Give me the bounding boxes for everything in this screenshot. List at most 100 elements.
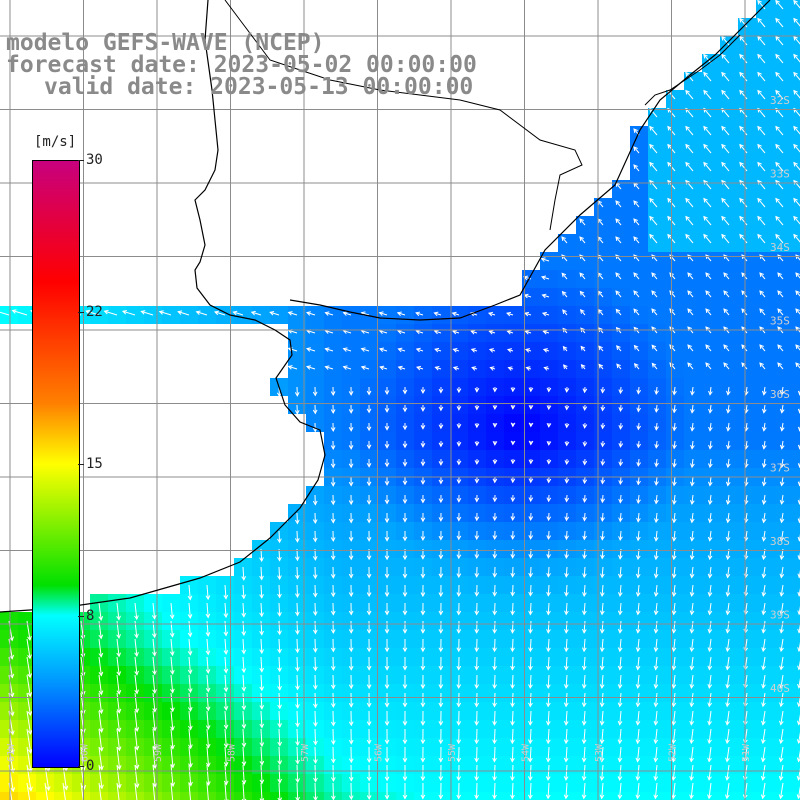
wind-arrow-head bbox=[671, 555, 677, 561]
wind-arrow-head bbox=[474, 516, 480, 522]
wind-arrow bbox=[242, 764, 245, 784]
wind-arrow-head bbox=[169, 614, 175, 620]
colorbar-tick-min: 0 bbox=[77, 758, 95, 774]
wind-arrow bbox=[306, 366, 316, 370]
wind-arrow bbox=[547, 692, 550, 707]
wind-arrow-head bbox=[721, 215, 726, 221]
wind-arrow bbox=[529, 620, 532, 633]
wind-speed-cell bbox=[108, 792, 126, 800]
wind-arrow bbox=[493, 692, 496, 707]
wind-arrow-head bbox=[121, 309, 127, 315]
wind-arrow bbox=[673, 512, 676, 523]
wind-speed-cell bbox=[72, 792, 90, 800]
wind-speed-cell bbox=[792, 126, 800, 144]
wind-arrow-head bbox=[685, 197, 690, 203]
wind-arrow-head bbox=[635, 610, 641, 616]
wind-arrow-head bbox=[366, 481, 372, 487]
wind-arrow bbox=[85, 310, 100, 316]
wind-arrow-head bbox=[741, 362, 746, 368]
wind-arrow bbox=[619, 476, 622, 484]
wind-arrow bbox=[0, 311, 10, 316]
wind-arrow-head bbox=[45, 786, 51, 792]
wind-arrow bbox=[762, 602, 766, 615]
wind-arrow-head bbox=[330, 391, 336, 397]
wind-arrow bbox=[579, 236, 586, 244]
wind-arrow-head bbox=[342, 311, 348, 316]
wind-arrow-head bbox=[474, 647, 480, 653]
wind-arrow bbox=[721, 180, 730, 190]
wind-arrow bbox=[708, 674, 712, 688]
wind-speed-cell bbox=[792, 414, 800, 432]
wind-arrow-head bbox=[653, 684, 659, 689]
wind-arrow-head bbox=[528, 702, 533, 708]
wind-arrow-head bbox=[420, 443, 426, 448]
wind-arrow-head bbox=[420, 461, 426, 467]
wind-arrow bbox=[780, 710, 784, 725]
wind-arrow bbox=[529, 602, 532, 615]
wind-arrow-head bbox=[366, 702, 372, 708]
wind-arrow bbox=[601, 620, 604, 633]
wind-arrow bbox=[703, 144, 712, 154]
wind-arrow-head bbox=[654, 408, 659, 413]
wind-arrow-head bbox=[474, 441, 480, 447]
wind-arrow-head bbox=[259, 705, 265, 710]
wind-arrow bbox=[739, 18, 748, 28]
wind-arrow-head bbox=[134, 633, 139, 639]
wind-arrow-head bbox=[775, 17, 780, 23]
wind-arrow-head bbox=[420, 629, 426, 634]
wind-arrow bbox=[637, 656, 640, 670]
wind-arrow-head bbox=[687, 362, 692, 368]
wind-arrow-head bbox=[313, 685, 318, 690]
wind-arrow-head bbox=[796, 794, 800, 800]
wind-arrow-head bbox=[312, 629, 318, 635]
wind-arrow-head bbox=[402, 592, 408, 598]
wind-arrow-head bbox=[667, 161, 672, 167]
wind-arrow bbox=[637, 620, 640, 633]
wind-arrow bbox=[579, 218, 586, 226]
wind-arrow-head bbox=[259, 557, 264, 563]
wind-arrow-head bbox=[600, 442, 606, 448]
wind-arrow-head bbox=[721, 233, 726, 239]
wind-arrow-head bbox=[725, 481, 731, 487]
wind-arrow-head bbox=[241, 742, 247, 748]
wind-arrow-head bbox=[152, 651, 157, 657]
wind-arrow bbox=[781, 386, 784, 395]
wind-arrow bbox=[672, 764, 676, 780]
wind-arrow bbox=[709, 458, 712, 468]
wind-arrow bbox=[26, 674, 31, 697]
wind-arrow-head bbox=[492, 794, 497, 800]
wind-arrow-head bbox=[27, 748, 33, 754]
wind-arrow-head bbox=[456, 739, 462, 745]
wind-arrow-head bbox=[725, 794, 730, 800]
wind-arrow bbox=[134, 764, 138, 788]
wind-arrow-head bbox=[757, 53, 762, 59]
wind-arrow-head bbox=[633, 128, 638, 134]
wind-arrow bbox=[691, 530, 694, 541]
wind-arrow-head bbox=[759, 290, 764, 296]
wind-arrow-head bbox=[564, 423, 570, 429]
wind-arrow bbox=[188, 746, 192, 767]
wind-speed-cell bbox=[180, 792, 198, 800]
wind-speed-cell bbox=[792, 216, 800, 234]
wind-arrow-head bbox=[672, 408, 677, 414]
wind-arrow-head bbox=[456, 406, 462, 411]
wind-arrow bbox=[170, 764, 174, 787]
wind-arrow-head bbox=[636, 461, 641, 467]
wind-arrow-head bbox=[671, 739, 677, 745]
wind-arrow-head bbox=[420, 684, 426, 690]
longitude-labels: 61W 60W 59W 58W 57W 56W 55W 54W 53W 52W 51W bbox=[6, 743, 752, 762]
wind-arrow bbox=[727, 422, 730, 431]
wind-arrow-head bbox=[707, 610, 713, 616]
wind-arrow-head bbox=[312, 574, 318, 580]
wind-arrow bbox=[493, 782, 496, 799]
wind-arrow-head bbox=[633, 146, 638, 152]
wind-arrow-head bbox=[277, 538, 282, 544]
wind-arrow-head bbox=[507, 366, 513, 371]
wind-arrow-head bbox=[259, 742, 265, 748]
wind-arrow bbox=[780, 674, 784, 688]
wind-arrow-head bbox=[564, 497, 570, 503]
wind-arrow bbox=[649, 126, 658, 136]
wind-arrow-head bbox=[546, 387, 552, 393]
wind-arrow-head bbox=[420, 407, 426, 412]
